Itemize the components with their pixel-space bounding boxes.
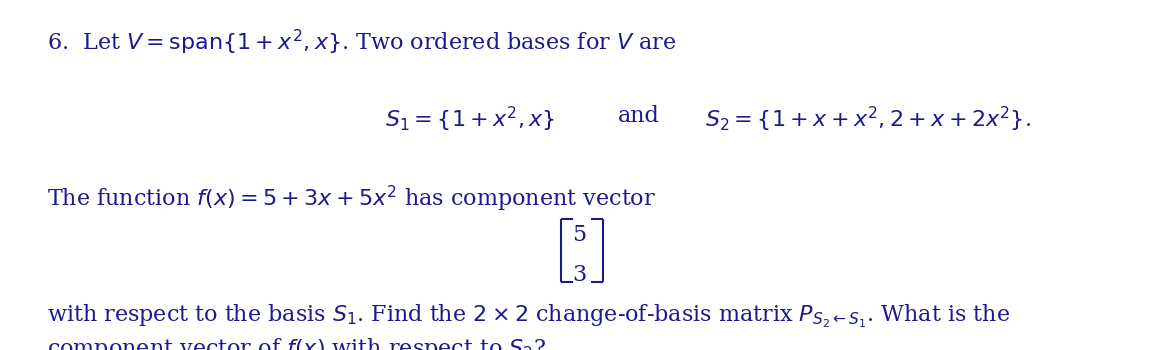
Text: 5: 5 bbox=[573, 224, 586, 246]
Text: $S_2 = \{1 + x + x^2, 2 + x + 2x^2\}$.: $S_2 = \{1 + x + x^2, 2 + x + 2x^2\}$. bbox=[705, 105, 1032, 134]
Text: and: and bbox=[618, 105, 660, 127]
Text: 6.  Let $V = \mathrm{span}\{1 + x^2, x\}$. Two ordered bases for $V$ are: 6. Let $V = \mathrm{span}\{1 + x^2, x\}$… bbox=[47, 28, 676, 57]
Text: $S_1 = \{1 + x^2, x\}$: $S_1 = \{1 + x^2, x\}$ bbox=[385, 105, 555, 134]
Text: 3: 3 bbox=[573, 264, 586, 286]
Text: component vector of $f(x)$ with respect to $S_2$?: component vector of $f(x)$ with respect … bbox=[47, 336, 546, 350]
Text: with respect to the basis $S_1$. Find the $2 \times 2$ change-of-basis matrix $P: with respect to the basis $S_1$. Find th… bbox=[47, 303, 1010, 330]
Text: The function $f(x) = 5 + 3x + 5x^2$ has component vector: The function $f(x) = 5 + 3x + 5x^2$ has … bbox=[47, 184, 655, 214]
